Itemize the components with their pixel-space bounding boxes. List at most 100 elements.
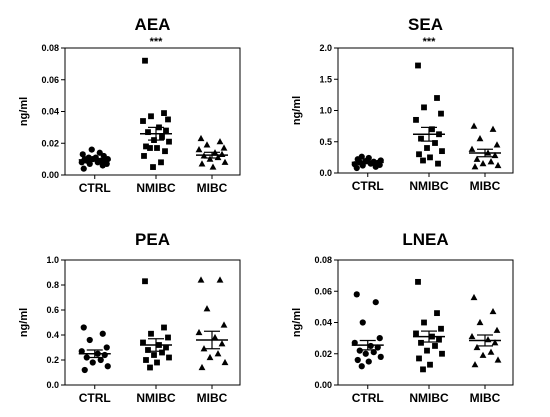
sea-category-label-nmibc: NMIBC	[409, 179, 449, 193]
aea-point-mibc	[218, 150, 226, 157]
sea-point-nmibc	[424, 145, 430, 151]
lnea-point-nmibc	[439, 350, 445, 357]
aea-series-nmibc	[140, 57, 172, 170]
aea-point-ctrl	[88, 146, 95, 153]
pea-point-nmibc	[145, 347, 151, 353]
aea-point-nmibc	[158, 159, 164, 166]
pea-point-mibc	[206, 353, 214, 361]
aea-point-nmibc	[140, 118, 146, 124]
sea-point-nmibc	[416, 151, 422, 158]
lnea-point-nmibc	[415, 278, 421, 285]
sea-point-mibc	[470, 122, 478, 129]
pea-point-mibc	[198, 363, 206, 371]
pea-point-mibc	[221, 358, 229, 366]
pea-point-nmibc	[147, 364, 153, 371]
aea-point-nmibc	[161, 110, 167, 116]
pea-series-mibc	[195, 276, 229, 371]
pea-point-nmibc	[161, 324, 167, 331]
lnea-point-ctrl	[358, 363, 365, 370]
pea-point-ctrl	[104, 363, 111, 370]
lnea-point-ctrl	[370, 349, 377, 356]
pea-point-mibc	[220, 321, 228, 328]
lnea-point-nmibc	[427, 361, 433, 368]
aea-point-nmibc	[162, 148, 168, 155]
lnea-point-nmibc	[434, 310, 440, 317]
sea-point-nmibc	[429, 126, 435, 133]
pea-point-mibc	[211, 333, 219, 341]
sea-point-nmibc	[435, 160, 441, 167]
pea-point-mibc	[214, 350, 222, 357]
pea-point-nmibc	[143, 357, 149, 363]
pea-point-nmibc	[148, 330, 154, 337]
lnea-point-nmibc	[420, 366, 426, 373]
pea-y-tick-label: 0.2	[46, 355, 59, 365]
pea-series-ctrl	[78, 324, 111, 374]
aea-y-tick-label: 0.02	[41, 138, 59, 148]
lnea-point-ctrl	[372, 299, 379, 306]
aea-chart: AEA ng/ml 0.00 0.02 0.04 0.06 0.08 CTRL NMIBC MIB…	[18, 15, 241, 195]
lnea-y-tick-label: 0.00	[314, 380, 332, 390]
lnea-point-ctrl	[362, 350, 369, 357]
lnea-point-nmibc	[424, 347, 430, 354]
sea-point-nmibc	[421, 104, 427, 111]
sea-series-mibc	[468, 122, 502, 170]
lnea-point-mibc	[473, 343, 481, 351]
pea-point-ctrl	[86, 336, 93, 344]
lnea-point-ctrl	[351, 339, 358, 346]
lnea-point-mibc	[476, 318, 484, 326]
sea-point-mibc	[468, 145, 476, 152]
aea-point-nmibc	[159, 134, 165, 140]
aea-point-nmibc	[165, 116, 171, 123]
sea-chart: SEA ng/ml 0.0 0.5 1.0 1.5 2.0 CTRL NMIBC MIBC ***	[291, 15, 514, 193]
lnea-point-ctrl	[354, 356, 361, 364]
sea-category-label-ctrl: CTRL	[352, 179, 384, 193]
sea-point-ctrl	[365, 154, 372, 162]
sea-point-nmibc	[434, 95, 440, 101]
sea-point-mibc	[489, 125, 497, 132]
sea-point-mibc	[479, 160, 487, 167]
lnea-series-ctrl	[351, 291, 384, 370]
aea-point-mibc	[209, 163, 217, 170]
sea-point-ctrl	[358, 153, 365, 160]
pea-point-mibc	[218, 340, 226, 347]
lnea-point-nmibc	[416, 355, 422, 362]
aea-y-tick-label: 0.06	[41, 75, 59, 85]
aea-point-nmibc	[143, 143, 149, 150]
aea-series-mibc	[195, 134, 229, 170]
sea-point-nmibc	[418, 135, 424, 142]
lnea-category-label-ctrl: CTRL	[352, 391, 384, 405]
aea-point-nmibc	[148, 113, 154, 120]
pea-point-ctrl	[81, 366, 88, 374]
lnea-point-ctrl	[374, 344, 381, 351]
sea-significance-label: ***	[423, 36, 437, 48]
pea-category-label-nmibc: NMIBC	[136, 391, 176, 405]
aea-significance-label: ***	[150, 36, 164, 48]
lnea-y-axis-label: ng/ml	[291, 308, 303, 337]
lnea-point-mibc	[489, 307, 497, 315]
aea-point-nmibc	[145, 129, 151, 136]
lnea-point-mibc	[487, 348, 495, 355]
lnea-y-tick-label: 0.04	[314, 318, 332, 328]
sea-category-label-mibc: MIBC	[470, 179, 501, 193]
lnea-title: LNEA	[402, 230, 448, 249]
pea-series-nmibc	[140, 278, 172, 371]
pea-point-ctrl	[97, 356, 104, 364]
lnea-point-mibc	[468, 332, 476, 340]
pea-point-nmibc	[163, 344, 169, 351]
sea-point-nmibc	[438, 110, 444, 117]
pea-point-nmibc	[159, 349, 165, 356]
lnea-point-ctrl	[376, 335, 383, 342]
aea-point-mibc	[216, 138, 224, 145]
lnea-point-ctrl	[377, 353, 384, 360]
aea-y-tick-label: 0.04	[41, 107, 59, 117]
pea-y-tick-label: 0.8	[46, 280, 59, 290]
sea-point-mibc	[473, 155, 481, 162]
pea-point-ctrl	[80, 324, 87, 331]
pea-point-nmibc	[166, 354, 172, 361]
pea-point-ctrl	[78, 348, 85, 355]
lnea-y-tick-label: 0.06	[314, 286, 332, 296]
aea-point-nmibc	[166, 138, 172, 145]
pea-category-label-mibc: MIBC	[197, 391, 228, 405]
aea-point-nmibc	[147, 145, 153, 151]
